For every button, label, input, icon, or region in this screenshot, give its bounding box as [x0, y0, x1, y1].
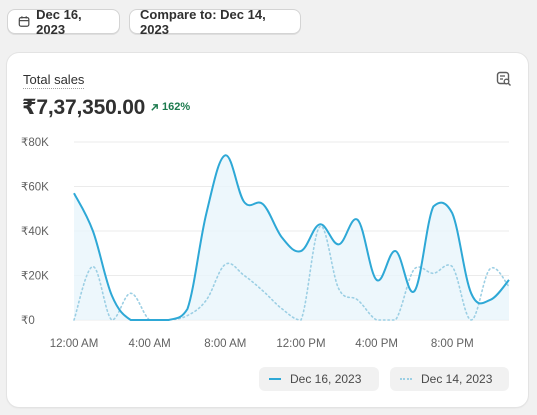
series-line-current — [73, 154, 510, 322]
compare-date-button[interactable]: Compare to: Dec 14, 2023 — [129, 6, 301, 37]
x-axis-tick-label: 4:00 AM — [129, 338, 171, 350]
date-picker-label: Dec 16, 2023 — [36, 6, 82, 37]
x-axis-tick-label: 12:00 AM — [50, 338, 99, 350]
y-axis-tick-label: ₹20K — [21, 271, 49, 283]
percent-change-badge: 162% — [150, 101, 190, 113]
legend-dotted-line-icon — [400, 378, 412, 380]
legend-compare-label: Dec 14, 2023 — [421, 372, 493, 386]
series-line-compare — [73, 225, 510, 321]
legend-solid-line-icon — [269, 378, 281, 380]
percent-change-value: 162% — [162, 101, 191, 113]
total-sales-card: Total sales ₹7,37,350.00 162% ₹0 ₹20K ₹40K… — [7, 53, 528, 407]
legend-item-compare[interactable]: Dec 14, 2023 — [390, 367, 509, 391]
y-axis-tick-label: ₹0 — [21, 315, 35, 327]
total-sales-chart: ₹0 ₹20K ₹40K ₹60K ₹80K 12:00 AM 4:00 AM 8:00 AM… — [21, 137, 510, 350]
legend-current-label: Dec 16, 2023 — [290, 372, 362, 386]
series-area-current — [74, 155, 509, 320]
x-axis-tick-label: 8:00 PM — [431, 338, 474, 350]
calendar-icon — [18, 16, 30, 27]
y-axis-tick-label: ₹40K — [21, 226, 49, 238]
total-sales-value: ₹7,37,350.00 — [22, 96, 146, 119]
legend-item-current[interactable]: Dec 16, 2023 — [259, 367, 379, 391]
x-axis-tick-label: 12:00 PM — [276, 338, 325, 350]
y-axis-tick-label: ₹60K — [21, 182, 49, 194]
arrow-up-right-icon — [151, 103, 158, 111]
y-axis-tick-label: ₹80K — [21, 137, 49, 149]
x-axis-tick-label: 4:00 PM — [355, 338, 398, 350]
compare-date-label: Compare to: Dec 14, 2023 — [140, 6, 266, 37]
card-title[interactable]: Total sales — [23, 72, 85, 89]
chart-search-icon[interactable] — [496, 71, 512, 87]
x-axis-tick-label: 8:00 AM — [204, 338, 246, 350]
date-picker-button[interactable]: Dec 16, 2023 — [7, 6, 120, 37]
